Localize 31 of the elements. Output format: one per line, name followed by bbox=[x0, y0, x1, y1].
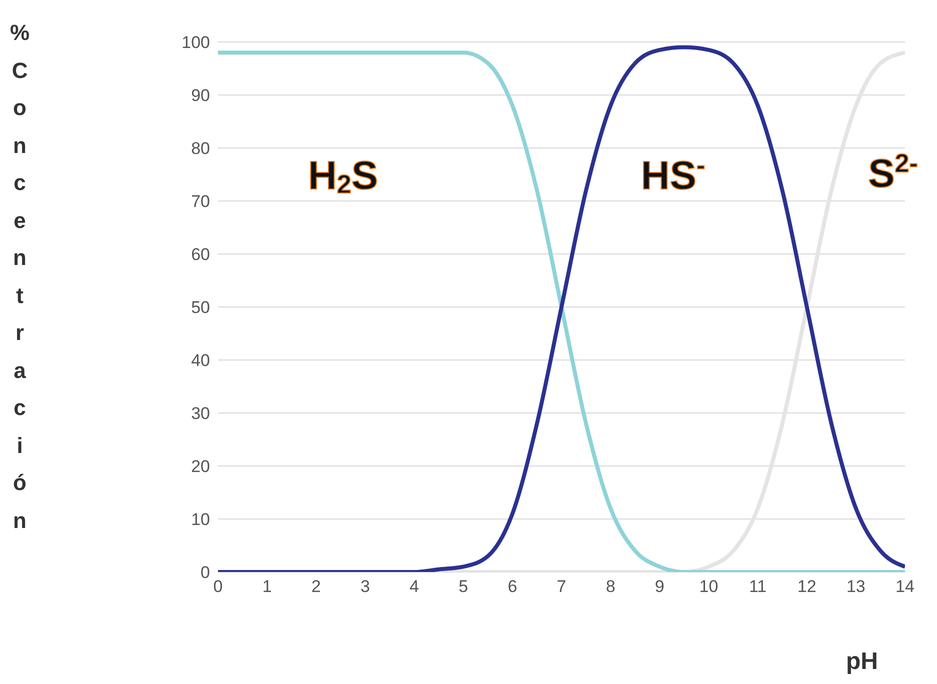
y-tick-label: 20 bbox=[191, 457, 210, 476]
y-tick-label: 10 bbox=[191, 510, 210, 530]
x-tick-label: 3 bbox=[360, 577, 370, 596]
x-tick-label: 7 bbox=[556, 577, 566, 596]
x-axis-title: pH bbox=[846, 648, 878, 676]
x-tick-label: 9 bbox=[654, 577, 664, 596]
annotation: H$_{2}$S bbox=[308, 154, 378, 199]
y-tick-label: 0 bbox=[200, 563, 210, 582]
y-tick-label: 50 bbox=[191, 298, 210, 318]
x-tick-label: 5 bbox=[458, 577, 468, 596]
x-tick-label: 8 bbox=[606, 577, 616, 596]
x-tick-label: 11 bbox=[748, 577, 767, 596]
x-tick-label: 6 bbox=[508, 577, 518, 596]
x-tick-label: 1 bbox=[262, 577, 272, 596]
annotation: S$^{2-}$ bbox=[868, 148, 918, 196]
annotation: HS$^{-}$ bbox=[640, 150, 706, 198]
y-tick-label: 30 bbox=[191, 404, 210, 424]
y-tick-label: 70 bbox=[191, 192, 210, 212]
y-tick-label: 100 bbox=[182, 33, 210, 52]
y-tick-label: 40 bbox=[191, 351, 210, 370]
x-tick-label: 14 bbox=[896, 577, 914, 596]
x-tick-label: 0 bbox=[213, 577, 223, 596]
x-tick-label: 12 bbox=[797, 577, 816, 596]
text: % Concentración bbox=[10, 20, 30, 532]
y-tick-label: 90 bbox=[191, 86, 210, 106]
x-tick-label: 13 bbox=[846, 577, 866, 596]
x-tick-label: 10 bbox=[699, 577, 718, 596]
y-tick-label: 60 bbox=[191, 245, 210, 264]
x-tick-label: 4 bbox=[410, 577, 420, 596]
x-tick-label: 2 bbox=[311, 577, 321, 596]
y-tick-label: 80 bbox=[191, 139, 210, 158]
